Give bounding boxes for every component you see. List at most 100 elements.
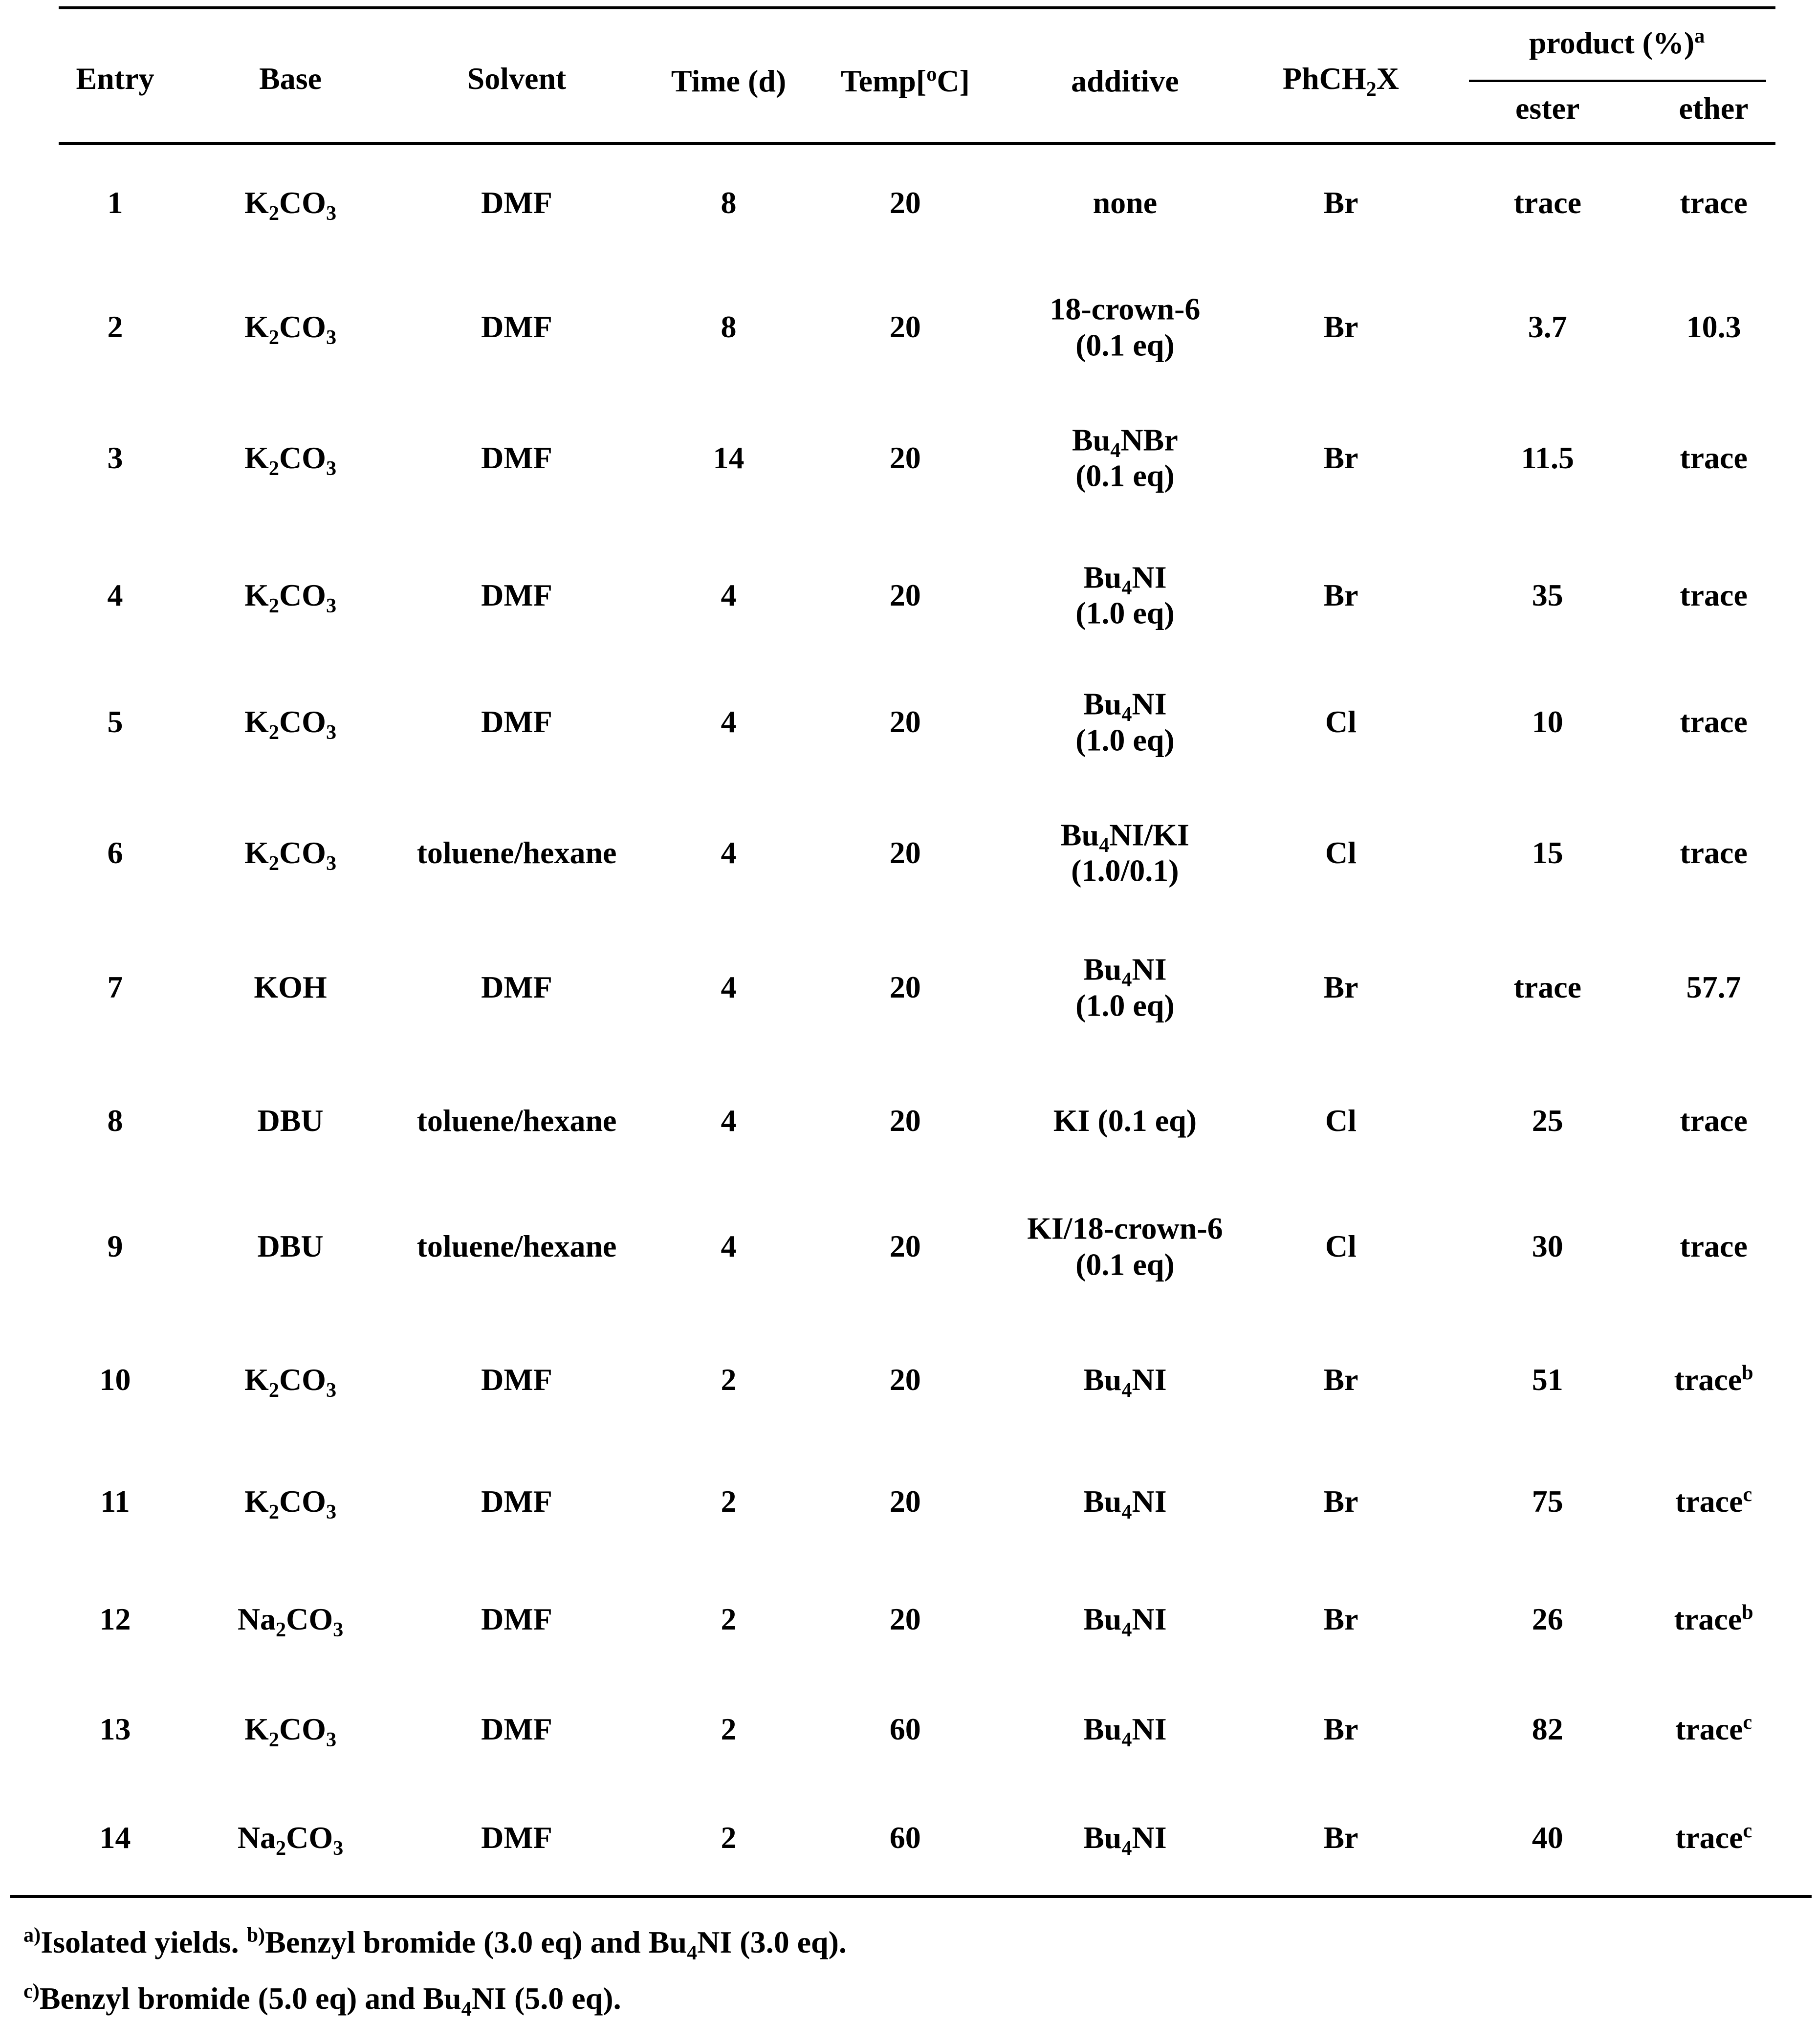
text: ether	[1679, 91, 1749, 126]
table-cell: trace	[1513, 185, 1581, 221]
table-cell: Cl	[1325, 1103, 1357, 1139]
text: 20	[889, 1484, 921, 1519]
table-cell: 5	[107, 704, 123, 740]
table-cell: 4	[721, 970, 737, 1006]
subscript: 4	[1121, 1836, 1132, 1860]
table-cell: trace	[1680, 440, 1748, 476]
subscript: 3	[326, 1728, 337, 1751]
table-cell: 20	[890, 185, 921, 221]
table-cell: DMF	[481, 440, 552, 476]
text: DMF	[481, 440, 552, 475]
table-cell: 40	[1532, 1820, 1563, 1856]
text: additive	[1071, 64, 1179, 99]
table-cell: 20	[890, 1228, 921, 1264]
text: 2	[107, 309, 123, 345]
text: toluene/hexane	[416, 1103, 617, 1138]
subscript: 2	[268, 1379, 279, 1402]
text: Cl	[1325, 1229, 1357, 1264]
text: K	[244, 1484, 269, 1519]
text: trace	[1675, 1484, 1743, 1519]
table-cell: none	[1093, 185, 1158, 221]
table-cell: Br	[1323, 185, 1358, 221]
text: trace	[1680, 185, 1748, 220]
text: Benzyl bromide (5.0 eq) and Bu	[39, 1980, 461, 2016]
text: 2	[721, 1362, 737, 1397]
column-header: Temp[oC]	[841, 63, 970, 99]
table-cell: 1	[107, 185, 123, 221]
text: 20	[889, 704, 921, 739]
text: NI/KI	[1109, 817, 1189, 852]
text: trace	[1680, 1229, 1748, 1264]
table-cell: 75	[1532, 1483, 1563, 1520]
table-cell: Bu4NI (1.0 eq)	[1075, 686, 1175, 758]
table-cell: 4	[721, 1228, 737, 1264]
text: 20	[889, 1362, 921, 1397]
text: 1	[107, 185, 123, 220]
text: 18-crown-6	[1050, 291, 1201, 326]
subscript: 2	[268, 1500, 279, 1524]
table-cell: 7	[107, 970, 123, 1006]
cell-line: (1.0 eq)	[1075, 595, 1175, 631]
text: 11.5	[1521, 440, 1574, 475]
table-cell: 20	[890, 1362, 921, 1398]
cell-line: KI/18-crown-6	[1027, 1211, 1223, 1247]
table-cell: 2	[721, 1483, 737, 1520]
text: (1.0 eq)	[1075, 722, 1175, 758]
text: NI (5.0 eq).	[471, 1980, 621, 2016]
column-header: Entry	[76, 61, 154, 97]
cell-line: (1.0 eq)	[1075, 987, 1175, 1023]
subscript: 4	[687, 1941, 698, 1964]
cell-line: Bu4NI	[1075, 686, 1175, 725]
text: 14	[99, 1820, 131, 1855]
text: Br	[1323, 1602, 1358, 1637]
table-cell: 20	[890, 577, 921, 613]
column-header: Solvent	[467, 61, 567, 97]
top-rule	[59, 6, 1775, 9]
text: trace	[1680, 577, 1748, 612]
subscript: 3	[326, 851, 337, 875]
table-cell: 2	[721, 1601, 737, 1637]
text: trace	[1675, 1711, 1743, 1746]
cell-line: 18-crown-6	[1050, 291, 1200, 327]
text: 20	[889, 1602, 921, 1637]
table-cell: Bu4NI	[1083, 1483, 1167, 1522]
subscript: 2	[1366, 77, 1377, 101]
subscript: 3	[326, 1379, 337, 1402]
cell-line: (1.0/0.1)	[1061, 853, 1189, 889]
text: Cl	[1325, 704, 1357, 739]
table-cell: 20	[890, 1483, 921, 1520]
table-cell: DMF	[481, 1711, 552, 1747]
text: trace	[1674, 1602, 1742, 1637]
text: 15	[1532, 835, 1563, 870]
subscript: 2	[268, 457, 279, 480]
superscript: b)	[246, 1923, 265, 1947]
table-cell: 3.7	[1528, 309, 1567, 345]
text: CO	[279, 1484, 326, 1519]
superscript: c)	[23, 1979, 40, 2003]
text: CO	[279, 1711, 326, 1746]
table-cell: DBU	[258, 1103, 324, 1139]
table-cell: 14	[99, 1820, 131, 1856]
text: 4	[721, 970, 737, 1005]
table-cell: 8	[107, 1103, 123, 1139]
table-cell: 12	[99, 1601, 131, 1637]
text: CO	[279, 309, 326, 345]
text: product (%)	[1529, 25, 1695, 61]
superscript: b	[1742, 1600, 1753, 1624]
text: K	[244, 704, 269, 739]
text: ester	[1515, 91, 1580, 126]
table-cell: 60	[890, 1820, 921, 1856]
table-cell: tracec	[1675, 1820, 1752, 1856]
table-cell: K2CO3	[244, 704, 336, 742]
table-cell: Br	[1323, 1820, 1358, 1856]
table-cell: 8	[721, 185, 737, 221]
subscript: 2	[268, 851, 279, 875]
superscript: c	[1743, 1710, 1752, 1734]
subscript: 4	[1110, 438, 1121, 462]
text: trace	[1680, 1103, 1748, 1138]
table-cell: 10	[99, 1362, 131, 1398]
text: trace	[1680, 835, 1748, 870]
text: K	[244, 440, 269, 475]
